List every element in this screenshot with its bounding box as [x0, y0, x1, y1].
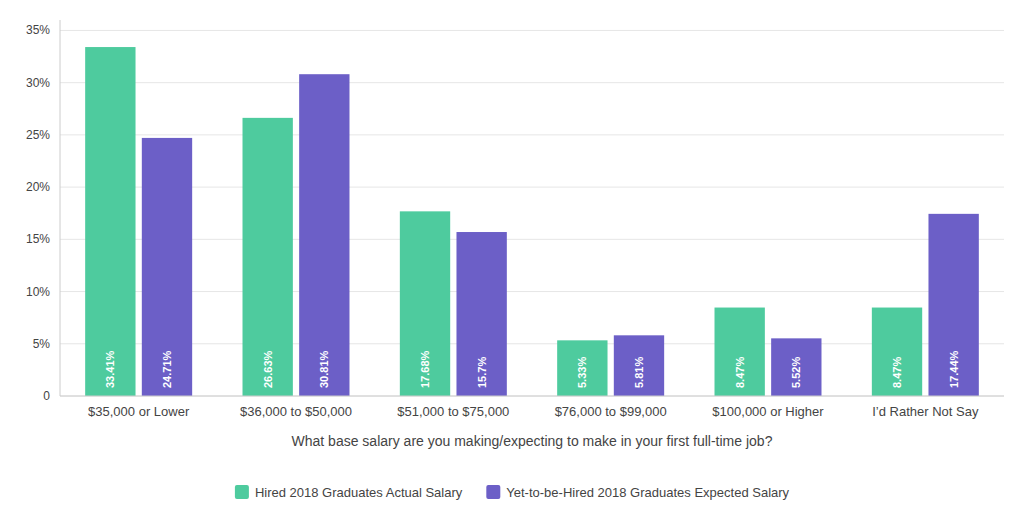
- grid-line: [60, 239, 1004, 240]
- legend-swatch: [486, 485, 500, 499]
- grid-line: [60, 134, 1004, 135]
- bar: [928, 214, 978, 396]
- y-tick-label: 25%: [26, 128, 50, 142]
- bar: [243, 118, 293, 396]
- x-tick-label: $76,000 to $99,000: [555, 404, 667, 419]
- legend-swatch: [235, 485, 249, 499]
- legend-label: Yet-to-be-Hired 2018 Graduates Expected …: [506, 485, 789, 500]
- x-tick-label: $100,000 or Higher: [712, 404, 824, 419]
- chart: 0 5% 10% 15% 20% 25% 30% 35% 33.41% 26.63% 17.68% 5…: [0, 0, 1024, 514]
- x-axis-line: [60, 396, 1004, 397]
- bar: [614, 335, 664, 396]
- data-labels: 33.41% 26.63% 17.68% 5.33% 8.47% 8.47% 24.71% 3…: [104, 350, 959, 388]
- y-axis-line: [60, 20, 61, 396]
- bar: [299, 74, 349, 396]
- y-tick-label: 20%: [26, 180, 50, 194]
- bar: [400, 211, 450, 396]
- data-label: 26.63%: [262, 350, 274, 388]
- y-tick-label: 10%: [26, 285, 50, 299]
- bar: [715, 308, 765, 396]
- grid-line: [60, 343, 1004, 344]
- data-label: 33.41%: [104, 350, 116, 388]
- data-label: 24.71%: [161, 350, 173, 388]
- bar: [872, 308, 922, 396]
- x-tick-label: $36,000 to $50,000: [240, 404, 352, 419]
- y-tick-label: 15%: [26, 232, 50, 246]
- data-label: 8.47%: [734, 357, 746, 388]
- bar: [85, 47, 135, 396]
- grid-line: [60, 30, 1004, 31]
- x-tick-label: I’d Rather Not Say: [872, 404, 979, 419]
- y-tick-label: 5%: [33, 337, 51, 351]
- bars: [85, 47, 979, 396]
- grid-line: [60, 291, 1004, 292]
- y-tick-label: 30%: [26, 76, 50, 90]
- data-label: 17.68%: [419, 350, 431, 388]
- y-tick-label: 35%: [26, 23, 50, 37]
- x-axis-label: What base salary are you making/expectin…: [292, 433, 773, 449]
- y-tick-label: 0: [43, 389, 50, 403]
- x-tick-label: $35,000 or Lower: [88, 404, 190, 419]
- data-label: 5.52%: [790, 357, 802, 388]
- x-tick-label: $51,000 to $75,000: [397, 404, 509, 419]
- legend-label: Hired 2018 Graduates Actual Salary: [255, 485, 463, 500]
- data-label: 15.7%: [476, 357, 488, 388]
- data-label: 5.81%: [633, 357, 645, 388]
- legend-item: Yet-to-be-Hired 2018 Graduates Expected …: [486, 485, 789, 500]
- data-label: 5.33%: [576, 357, 588, 388]
- grid-line: [60, 396, 1004, 397]
- grid-line: [60, 187, 1004, 188]
- data-label: 17.44%: [948, 350, 960, 388]
- grid-line: [60, 82, 1004, 83]
- data-label: 8.47%: [891, 357, 903, 388]
- data-label: 30.81%: [318, 350, 330, 388]
- bar: [557, 340, 607, 396]
- legend-item: Hired 2018 Graduates Actual Salary: [235, 485, 463, 500]
- legend: Hired 2018 Graduates Actual Salary Yet-to…: [235, 485, 790, 500]
- bar: [456, 232, 506, 396]
- bar: [142, 138, 192, 396]
- bar: [771, 338, 821, 396]
